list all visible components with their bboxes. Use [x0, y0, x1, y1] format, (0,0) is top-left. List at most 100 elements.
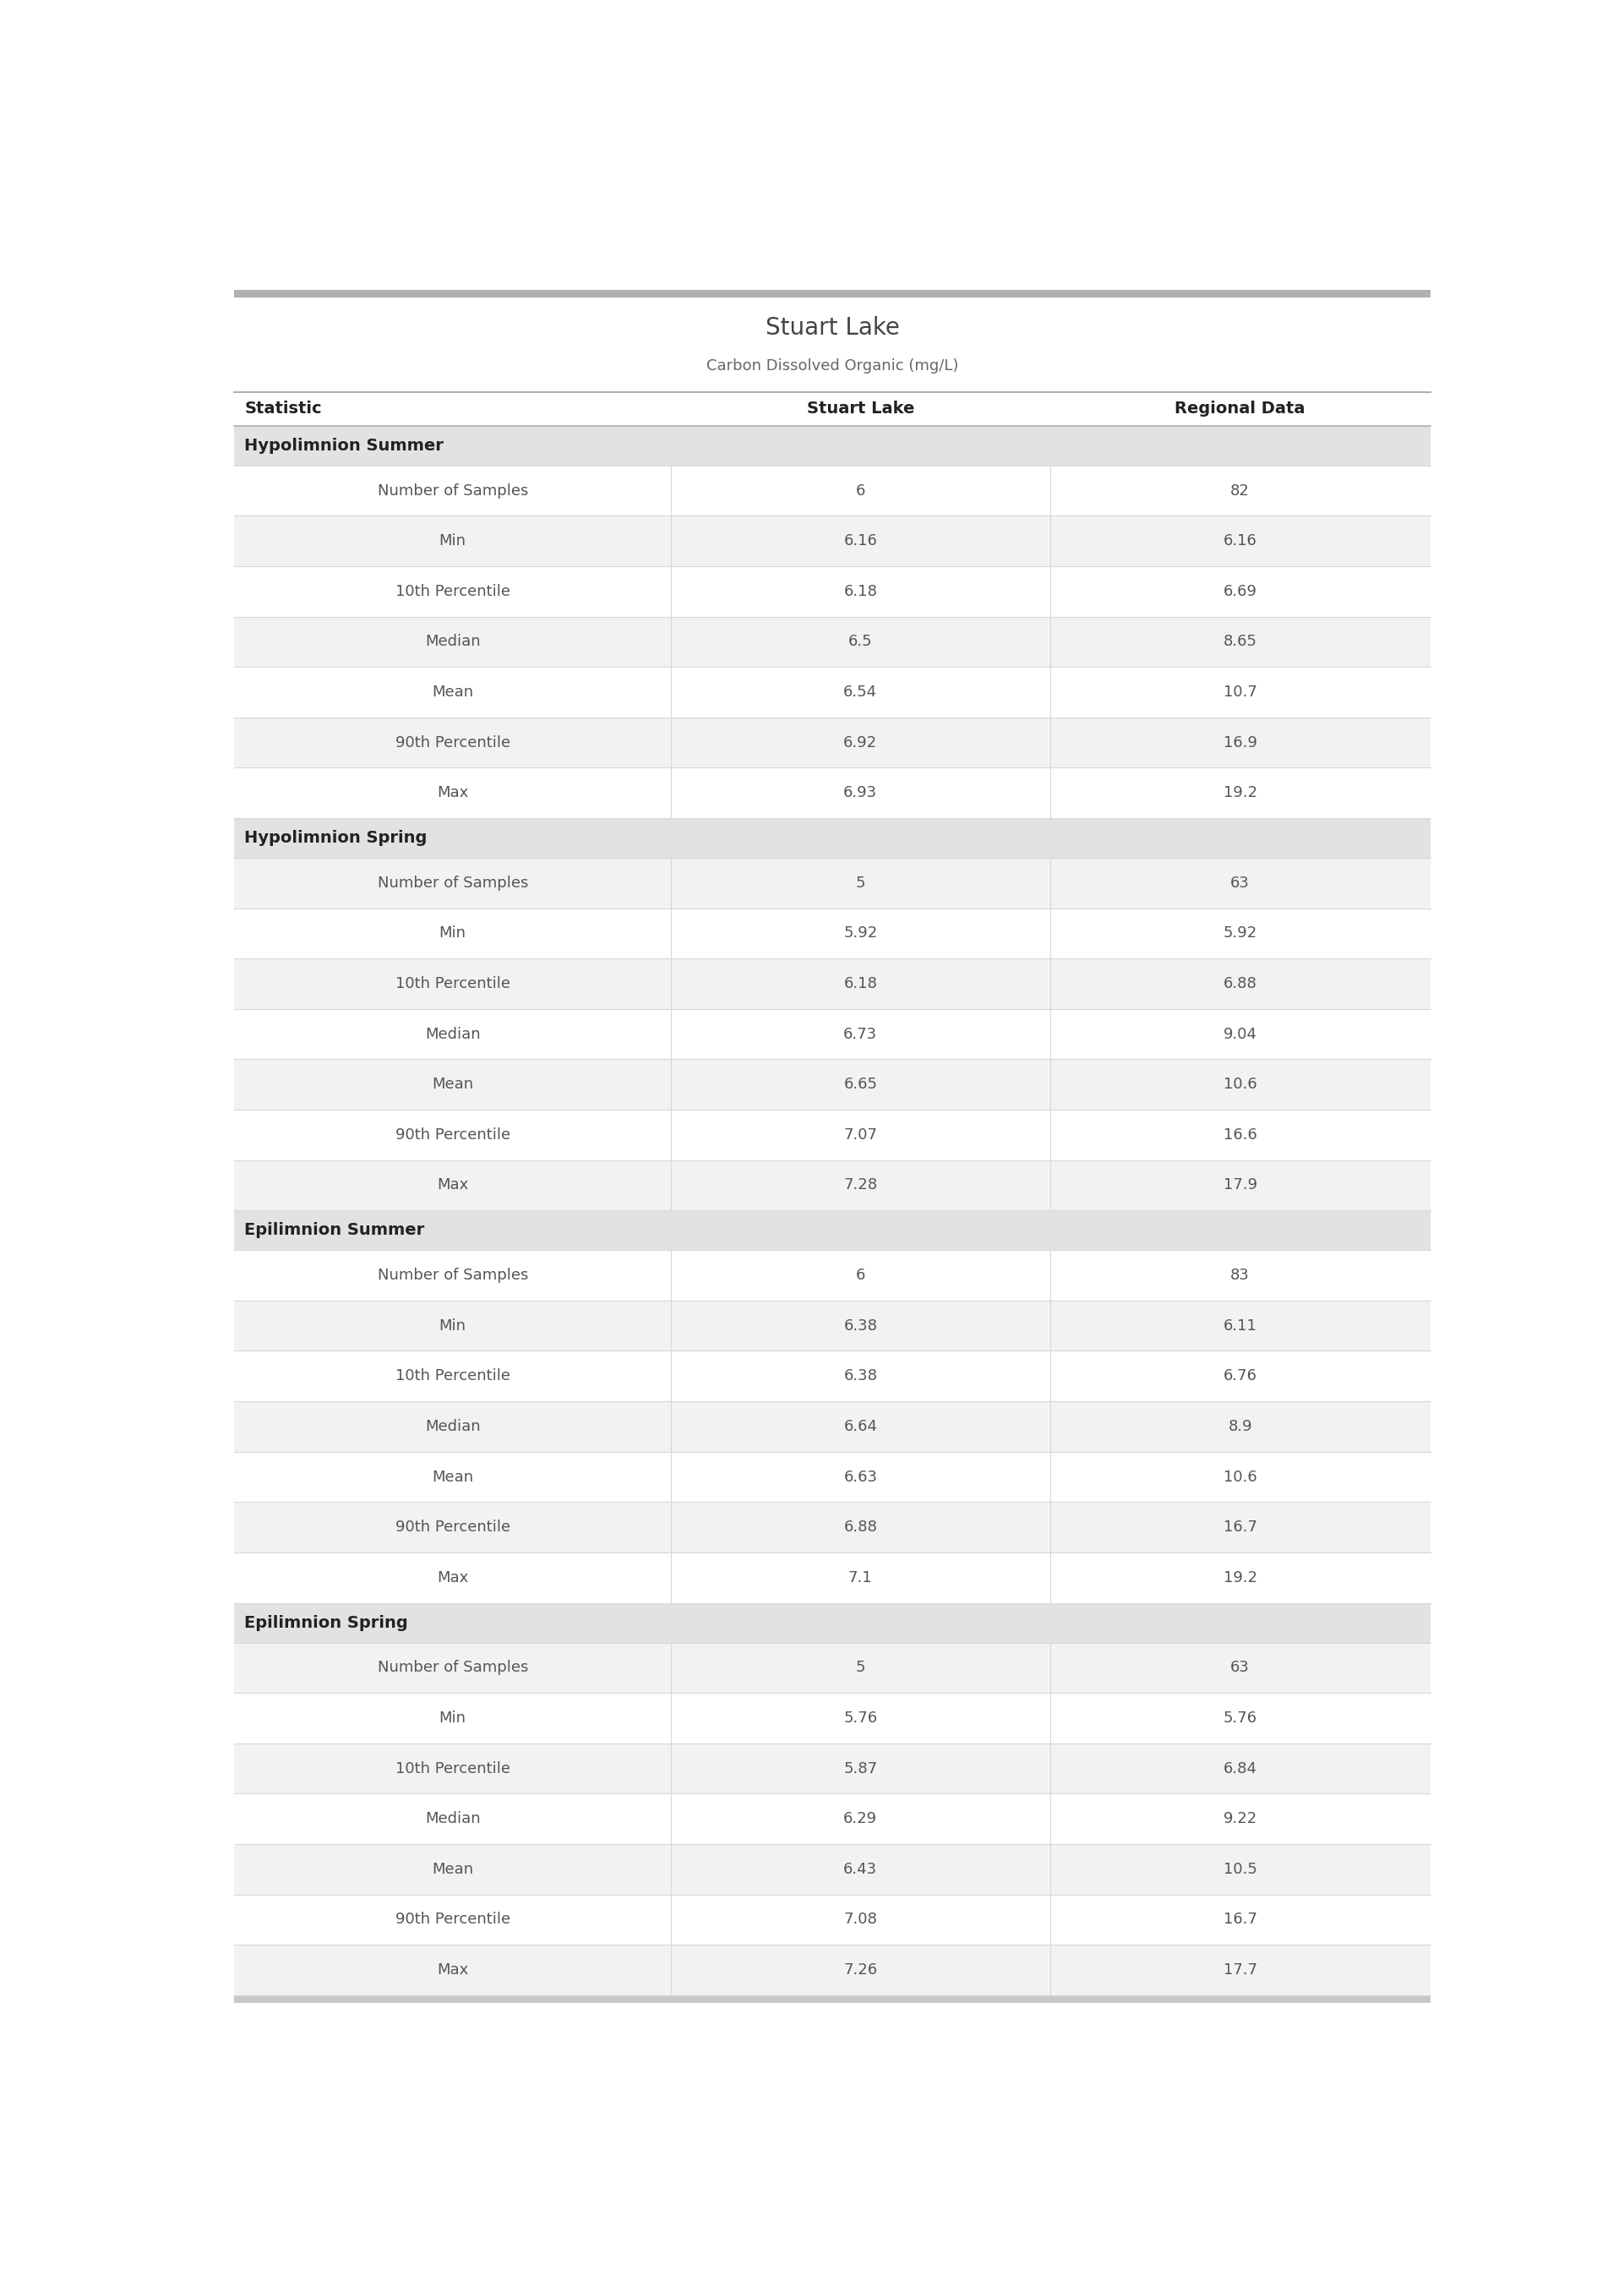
- Text: 10th Percentile: 10th Percentile: [395, 976, 510, 992]
- Text: 6.29: 6.29: [843, 1811, 877, 1827]
- Text: 6.93: 6.93: [843, 785, 877, 801]
- Text: 90th Percentile: 90th Percentile: [395, 1911, 510, 1927]
- Text: 6.11: 6.11: [1223, 1319, 1257, 1332]
- Bar: [234, 1251, 1431, 1301]
- Text: 6.16: 6.16: [1223, 533, 1257, 549]
- Text: 7.1: 7.1: [848, 1571, 872, 1584]
- Text: 6.43: 6.43: [843, 1861, 877, 1877]
- Bar: [234, 1895, 1431, 1945]
- Bar: [234, 1301, 1431, 1351]
- Text: 5: 5: [856, 1659, 866, 1675]
- Text: 6.92: 6.92: [843, 735, 877, 749]
- Text: 5: 5: [856, 876, 866, 890]
- Text: 16.9: 16.9: [1223, 735, 1257, 749]
- Text: 90th Percentile: 90th Percentile: [395, 1519, 510, 1535]
- Text: 6.63: 6.63: [843, 1469, 877, 1485]
- Text: 6.5: 6.5: [848, 633, 872, 649]
- Text: 16.7: 16.7: [1223, 1911, 1257, 1927]
- Bar: [234, 465, 1431, 515]
- Text: Max: Max: [437, 1178, 468, 1194]
- Text: 5.92: 5.92: [1223, 926, 1257, 942]
- Text: 6.38: 6.38: [843, 1369, 877, 1385]
- Text: 90th Percentile: 90th Percentile: [395, 735, 510, 749]
- Bar: [234, 1643, 1431, 1693]
- Text: 19.2: 19.2: [1223, 1571, 1257, 1584]
- Text: Carbon Dissolved Organic (mg/L): Carbon Dissolved Organic (mg/L): [706, 359, 958, 372]
- Bar: [234, 1693, 1431, 1743]
- Text: 90th Percentile: 90th Percentile: [395, 1128, 510, 1142]
- Text: 10th Percentile: 10th Percentile: [395, 1762, 510, 1775]
- Text: Max: Max: [437, 1961, 468, 1977]
- Text: 6.38: 6.38: [843, 1319, 877, 1332]
- Text: Max: Max: [437, 785, 468, 801]
- Text: 10.6: 10.6: [1223, 1076, 1257, 1092]
- Bar: [234, 858, 1431, 908]
- Bar: [234, 617, 1431, 667]
- Bar: [234, 908, 1431, 958]
- Text: 63: 63: [1231, 1659, 1250, 1675]
- Bar: [234, 717, 1431, 767]
- Text: 6.88: 6.88: [1223, 976, 1257, 992]
- Text: Regional Data: Regional Data: [1174, 402, 1306, 418]
- Text: 16.7: 16.7: [1223, 1519, 1257, 1535]
- Text: Epilimnion Spring: Epilimnion Spring: [245, 1614, 408, 1630]
- Text: 10.7: 10.7: [1223, 686, 1257, 699]
- Bar: [234, 1351, 1431, 1401]
- Text: Epilimnion Summer: Epilimnion Summer: [245, 1221, 425, 1239]
- Bar: [234, 667, 1431, 717]
- Bar: [234, 565, 1431, 617]
- Bar: [234, 1210, 1431, 1251]
- Bar: [234, 958, 1431, 1008]
- Bar: [234, 1110, 1431, 1160]
- Text: Min: Min: [438, 1712, 466, 1725]
- Text: 8.9: 8.9: [1228, 1419, 1252, 1435]
- Text: 5.76: 5.76: [843, 1712, 877, 1725]
- Text: 17.7: 17.7: [1223, 1961, 1257, 1977]
- Bar: [234, 1945, 1431, 1995]
- Text: Number of Samples: Number of Samples: [377, 484, 528, 497]
- Text: 82: 82: [1231, 484, 1250, 497]
- Bar: [234, 427, 1431, 465]
- Text: Median: Median: [425, 1811, 481, 1827]
- Text: Number of Samples: Number of Samples: [377, 1659, 528, 1675]
- Text: Min: Min: [438, 1319, 466, 1332]
- Bar: [234, 1743, 1431, 1793]
- Text: 19.2: 19.2: [1223, 785, 1257, 801]
- Text: Mean: Mean: [432, 686, 474, 699]
- Text: 6.54: 6.54: [843, 686, 877, 699]
- Text: 7.28: 7.28: [843, 1178, 877, 1194]
- Text: 10th Percentile: 10th Percentile: [395, 583, 510, 599]
- Bar: [234, 1453, 1431, 1503]
- Text: 10.5: 10.5: [1223, 1861, 1257, 1877]
- Text: 9.22: 9.22: [1223, 1811, 1257, 1827]
- Text: 6.64: 6.64: [843, 1419, 877, 1435]
- Text: 5.92: 5.92: [843, 926, 877, 942]
- Text: 7.07: 7.07: [843, 1128, 877, 1142]
- Text: 6.88: 6.88: [843, 1519, 877, 1535]
- Bar: [234, 1503, 1431, 1553]
- Bar: [234, 767, 1431, 817]
- Bar: [234, 291, 1431, 297]
- Text: 6.65: 6.65: [843, 1076, 877, 1092]
- Text: Stuart Lake: Stuart Lake: [765, 316, 900, 340]
- Text: 8.65: 8.65: [1223, 633, 1257, 649]
- Text: 17.9: 17.9: [1223, 1178, 1257, 1194]
- Text: Min: Min: [438, 926, 466, 942]
- Text: Max: Max: [437, 1571, 468, 1584]
- Text: Statistic: Statistic: [245, 402, 322, 418]
- Text: Median: Median: [425, 1419, 481, 1435]
- Text: Hypolimnion Summer: Hypolimnion Summer: [245, 438, 443, 454]
- Text: 10th Percentile: 10th Percentile: [395, 1369, 510, 1385]
- Bar: [234, 1843, 1431, 1895]
- Text: 6.76: 6.76: [1223, 1369, 1257, 1385]
- Text: 6.18: 6.18: [843, 583, 877, 599]
- Bar: [234, 1160, 1431, 1210]
- Text: Number of Samples: Number of Samples: [377, 1267, 528, 1283]
- Text: 6: 6: [856, 484, 866, 497]
- Text: 63: 63: [1231, 876, 1250, 890]
- Bar: [234, 1401, 1431, 1453]
- Bar: [234, 817, 1431, 858]
- Text: 6: 6: [856, 1267, 866, 1283]
- Bar: [234, 515, 1431, 565]
- Text: 6.84: 6.84: [1223, 1762, 1257, 1775]
